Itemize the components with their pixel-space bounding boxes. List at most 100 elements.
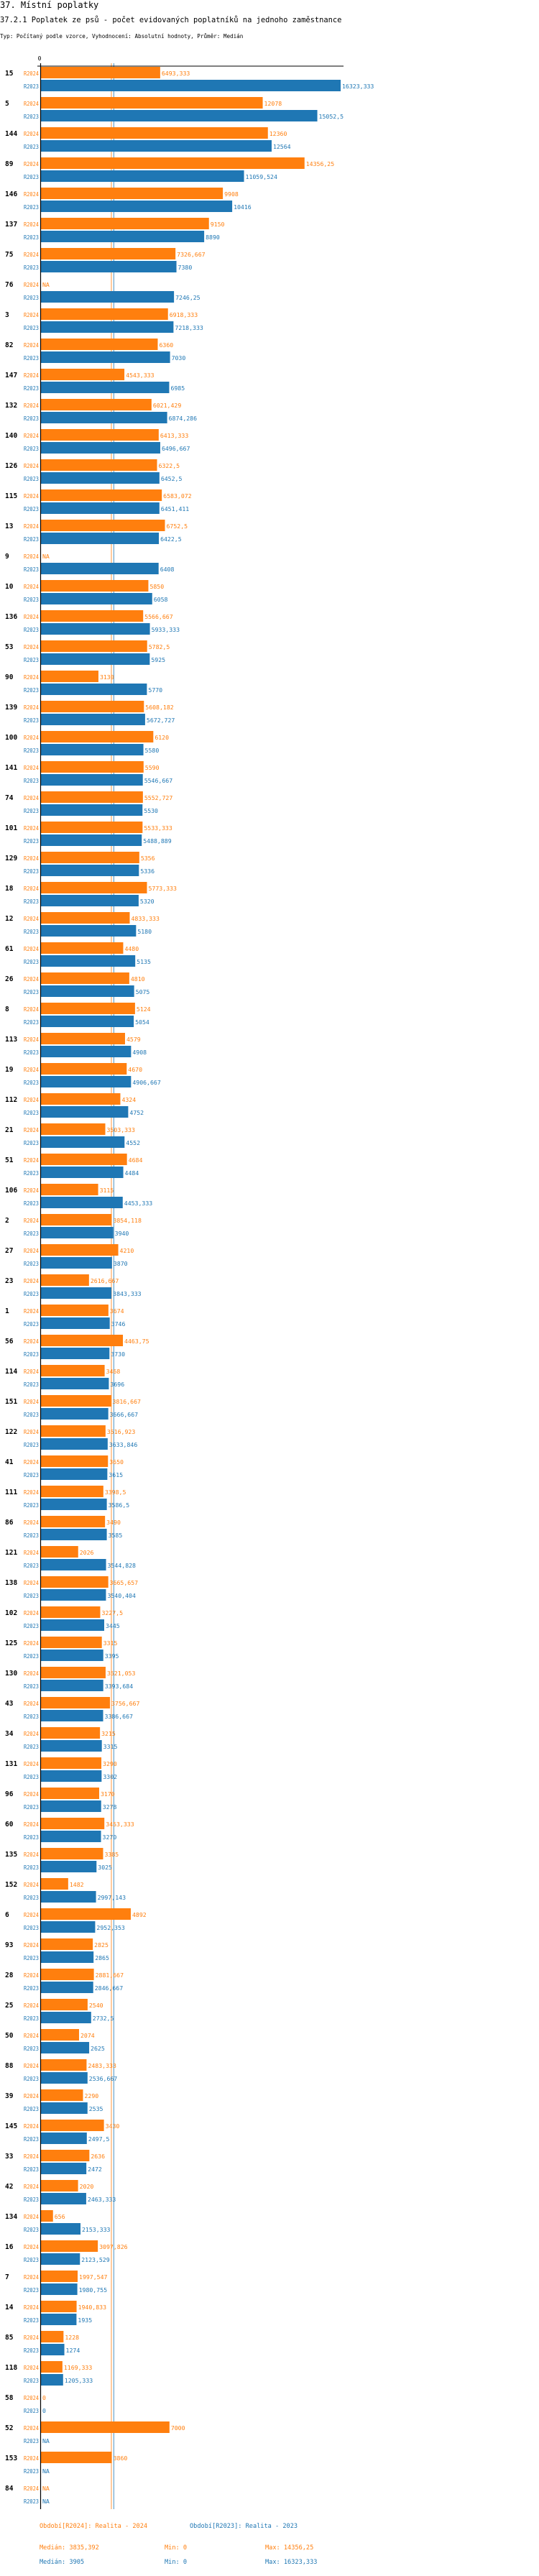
value-label: 3586,5 — [109, 1501, 130, 1509]
series-label: R2023 — [24, 868, 39, 875]
series-label: R2023 — [24, 83, 39, 90]
bar-r2024 — [41, 1395, 111, 1407]
bar-r2023 — [41, 985, 134, 997]
category-label: 137 — [5, 221, 17, 229]
series-label: R2024 — [24, 1187, 39, 1194]
bar-r2023 — [41, 834, 142, 846]
value-label: 2616,667 — [91, 1277, 119, 1284]
bar-r2024 — [41, 701, 144, 712]
value-label: 3385 — [104, 1851, 119, 1858]
series-label: R2024 — [24, 1760, 39, 1767]
bar-r2024 — [41, 1486, 103, 1497]
category-label: 121 — [5, 1549, 17, 1557]
bar-r2024 — [41, 399, 152, 410]
series-label: R2023 — [24, 505, 39, 512]
bar-r2023 — [41, 1710, 103, 1721]
series-label: R2024 — [24, 1911, 39, 1918]
value-label: 4463,75 — [124, 1338, 149, 1345]
value-label: 1935 — [78, 2317, 92, 2324]
value-label: 3302 — [103, 1773, 117, 1780]
series-label: R2024 — [24, 673, 39, 681]
category-label: 75 — [5, 251, 14, 259]
series-label: R2024 — [24, 2485, 39, 2492]
bar-r2023 — [41, 653, 150, 665]
series-label: R2024 — [24, 341, 39, 349]
value-label: 3940 — [115, 1230, 129, 1237]
value-label: 6422,5 — [160, 535, 182, 543]
category-label: 23 — [5, 1277, 14, 1285]
value-label: 3453,333 — [106, 1821, 134, 1828]
value-label: 4684 — [129, 1156, 143, 1164]
series-label: R2023 — [24, 1683, 39, 1690]
series-label: R2023 — [24, 1441, 39, 1448]
series-label: R2023 — [24, 1260, 39, 1267]
category-label: 58 — [5, 2394, 14, 2402]
value-label: 16323,333 — [342, 83, 374, 90]
bar-r2024 — [41, 1305, 109, 1316]
bar-r2024 — [41, 1999, 88, 2010]
value-label: 6322,5 — [159, 462, 180, 469]
bar-r2023 — [41, 1589, 106, 1601]
series-label: R2024 — [24, 1670, 39, 1677]
series-label: R2024 — [24, 1006, 39, 1013]
bar-r2024 — [41, 2331, 64, 2342]
section-title: 37. Místní poplatky — [0, 0, 99, 10]
value-label: 3746 — [111, 1320, 126, 1328]
value-label: 4892 — [132, 1911, 147, 1918]
value-label: 7246,25 — [175, 294, 201, 301]
category-label: 136 — [5, 613, 17, 621]
category-label: 52 — [5, 2424, 13, 2432]
series-label: R2024 — [24, 794, 39, 801]
bar-r2023 — [41, 1408, 109, 1420]
bar-r2024 — [41, 1757, 102, 1769]
category-label: 2 — [5, 1217, 9, 1225]
value-label: 5566,667 — [144, 613, 173, 620]
series-label: R2024 — [24, 2213, 39, 2220]
bar-r2024 — [41, 218, 209, 229]
category-label: 9 — [5, 553, 9, 561]
bar-r2023 — [41, 2344, 65, 2355]
series-label: R2024 — [24, 643, 39, 650]
bar-r2023 — [41, 1770, 102, 1782]
category-label: 12 — [5, 915, 13, 923]
bar-r2023 — [41, 1740, 102, 1752]
bar-r2023 — [41, 684, 147, 695]
bar-r2024 — [41, 1003, 135, 1014]
category-label: 132 — [5, 402, 17, 410]
bar-r2023 — [41, 351, 170, 363]
bar-r2024 — [41, 2271, 78, 2282]
series-label: R2023 — [24, 2377, 39, 2384]
value-label: 2153,333 — [82, 2226, 111, 2233]
bar-r2024 — [41, 1214, 112, 1225]
value-label: 2472 — [88, 2166, 102, 2173]
series-label: R2023 — [24, 566, 39, 573]
value-label: 7030 — [172, 354, 186, 362]
series-label: R2023 — [24, 1381, 39, 1388]
bar-r2023 — [41, 1016, 134, 1027]
value-label: 7000 — [171, 2424, 185, 2432]
series-label: R2024 — [24, 1156, 39, 1164]
value-label: 6496,667 — [162, 445, 190, 452]
category-label: 112 — [5, 1096, 17, 1104]
series-label: R2024 — [24, 1609, 39, 1616]
value-label: 2020 — [80, 2183, 94, 2190]
value-label: 3393,684 — [105, 1683, 134, 1690]
bar-r2023 — [41, 442, 160, 454]
value-label: 3540,404 — [107, 1592, 136, 1599]
bar-r2023 — [41, 2223, 81, 2235]
series-label: R2023 — [24, 1018, 39, 1026]
value-label: 0 — [42, 2407, 46, 2414]
value-label: 3315 — [103, 1743, 118, 1750]
value-label: NA — [42, 553, 50, 560]
category-label: 153 — [5, 2455, 17, 2462]
value-label: 6021,429 — [153, 402, 182, 409]
series-label: R2024 — [24, 1790, 39, 1798]
category-label: 96 — [5, 1790, 14, 1798]
value-label: 6874,286 — [169, 415, 198, 422]
value-label: 6360 — [159, 341, 173, 349]
series-label: R2024 — [24, 734, 39, 741]
value-label: 3516,923 — [107, 1428, 136, 1435]
value-label: 1980,755 — [79, 2286, 108, 2294]
bar-r2023 — [41, 261, 177, 272]
bar-r2024 — [41, 2150, 90, 2161]
